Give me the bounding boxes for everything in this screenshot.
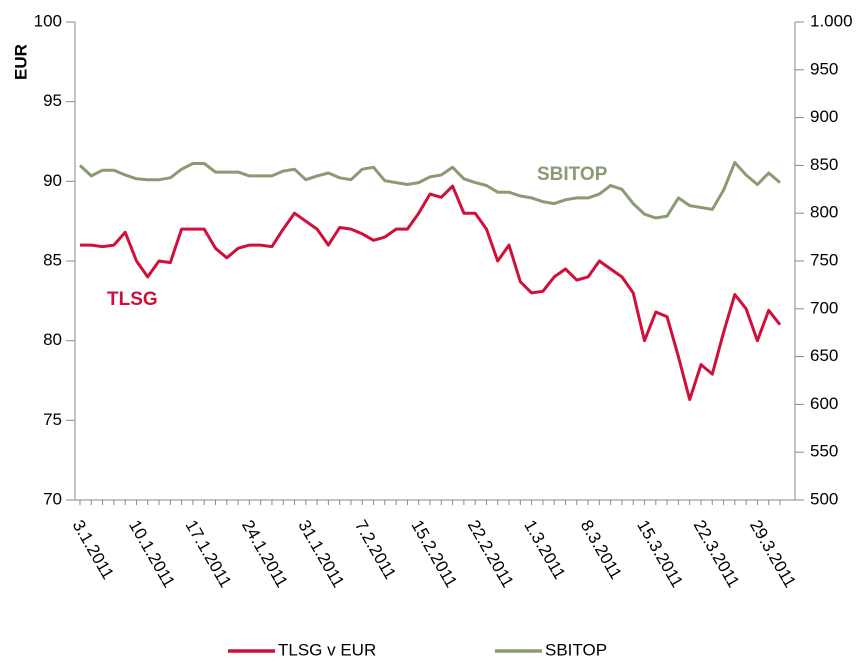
x-tick-label: 29.3.2011 (746, 517, 800, 591)
y-tick-label: 85 (43, 250, 62, 269)
x-tick-label: 22.3.2011 (690, 517, 744, 591)
y2-tick-label: 700 (810, 298, 838, 317)
y-tick-label: 90 (43, 171, 62, 190)
y2-tick-label: 1.000 (810, 11, 853, 30)
x-tick-label: 31.1.2011 (294, 517, 348, 591)
x-tick-label: 10.1.2011 (125, 517, 179, 591)
y-tick-label: 75 (43, 410, 62, 429)
y2-tick-label: 500 (810, 489, 838, 508)
y-tick-label: 80 (43, 330, 62, 349)
y2-tick-label: 900 (810, 107, 838, 126)
y2-tick-label: 800 (810, 203, 838, 222)
y-axis-label: EUR (11, 44, 30, 80)
x-tick-label: 15.3.2011 (633, 517, 687, 591)
y2-tick-label: 550 (810, 442, 838, 461)
y-tick-label: 95 (43, 91, 62, 110)
y2-tick-label: 650 (810, 346, 838, 365)
series-annotation: TLSG (107, 289, 158, 310)
series-line (78, 161, 781, 220)
x-tick-label: 24.1.2011 (238, 517, 292, 591)
series-annotation: SBITOP (537, 164, 608, 185)
y-tick-label: 70 (43, 489, 62, 508)
y-tick-label: 100 (34, 11, 62, 30)
y2-tick-label: 950 (810, 59, 838, 78)
legend-label: TLSG v EUR (278, 640, 376, 659)
x-tick-label: 22.2.2011 (464, 517, 518, 591)
x-tick-label: 7.2.2011 (351, 517, 400, 583)
x-tick-label: 1.3.2011 (520, 517, 569, 583)
x-tick-label: 17.1.2011 (182, 517, 236, 591)
series-line (80, 184, 782, 402)
y2-tick-label: 750 (810, 250, 838, 269)
y2-tick-label: 850 (810, 155, 838, 174)
y2-tick-label: 600 (810, 394, 838, 413)
x-tick-label: 8.3.2011 (577, 517, 626, 583)
legend-label: SBITOP (545, 640, 607, 659)
x-tick-label: 15.2.2011 (407, 517, 461, 591)
x-tick-label: 3.1.2011 (69, 517, 118, 583)
